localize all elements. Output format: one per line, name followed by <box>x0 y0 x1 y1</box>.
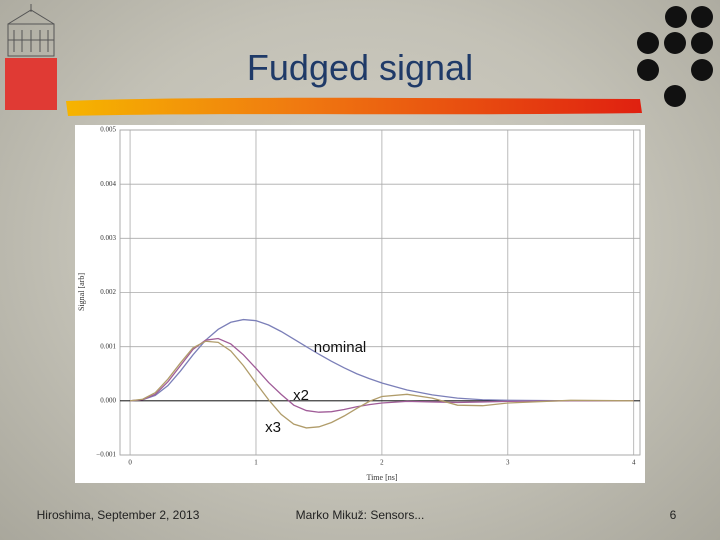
footer-left: Hiroshima, September 2, 2013 <box>37 508 200 522</box>
annotation: nominal <box>314 339 367 356</box>
footer-center: Marko Mikuž: Sensors... <box>296 508 425 522</box>
y-tick-label: 0.005 <box>100 126 116 134</box>
dots-logo <box>637 6 713 107</box>
logo <box>5 4 57 110</box>
title-underline <box>66 97 642 116</box>
annotation: x2 <box>293 387 309 404</box>
y-axis-label: Signal [arb] <box>77 273 86 311</box>
y-tick-label: 0.004 <box>100 180 116 188</box>
y-tick-label: 0.002 <box>100 288 116 296</box>
plot: −0.001 0.000 0.001 0.002 0.003 0.004 0.005 0 1 2 3… <box>96 126 640 467</box>
slide-title: Fudged signal <box>247 47 473 88</box>
y-tick-label: 0.000 <box>100 396 116 404</box>
x-tick-label: 2 <box>380 459 384 467</box>
annotation: x3 <box>265 419 281 436</box>
series-line <box>129 340 634 429</box>
x-axis-label: Time [ns] <box>366 473 397 482</box>
series-line <box>130 318 634 402</box>
chart-panel <box>75 125 645 483</box>
y-tick-label: −0.001 <box>96 451 116 459</box>
x-tick-label: 0 <box>128 459 132 467</box>
y-tick-label: 0.003 <box>100 234 116 242</box>
x-tick-label: 4 <box>632 459 636 467</box>
page-number: 6 <box>670 508 677 522</box>
x-tick-label: 1 <box>254 459 258 467</box>
y-tick-label: 0.001 <box>100 342 116 350</box>
x-tick-label: 3 <box>506 459 510 467</box>
